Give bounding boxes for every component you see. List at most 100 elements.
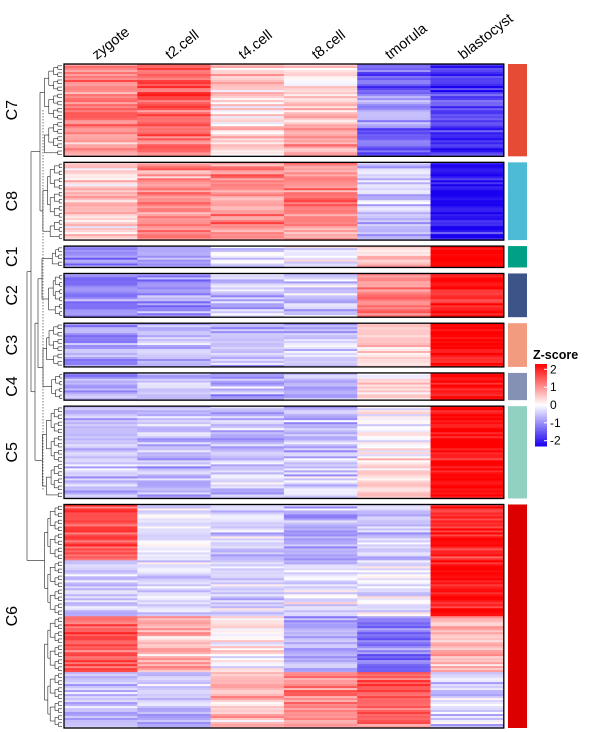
heatmap-cell bbox=[137, 196, 212, 199]
heatmap-cell bbox=[64, 329, 138, 332]
heatmap-cell bbox=[357, 584, 432, 587]
heatmap-cell bbox=[137, 170, 212, 173]
heatmap-cell bbox=[357, 104, 432, 107]
heatmap-cell bbox=[64, 341, 138, 344]
heatmap-cell bbox=[64, 102, 138, 105]
heatmap-cell bbox=[137, 504, 212, 508]
heatmap-cell bbox=[137, 406, 212, 409]
heatmap-cell bbox=[357, 684, 432, 687]
heatmap-cell bbox=[430, 620, 505, 623]
heatmap-cell bbox=[64, 726, 138, 729]
heatmap-cell bbox=[357, 335, 432, 338]
heatmap-cell bbox=[430, 362, 505, 366]
heatmap-cell bbox=[283, 536, 358, 539]
heatmap-cell bbox=[64, 688, 138, 691]
heatmap-cell bbox=[64, 164, 138, 167]
heatmap-cell bbox=[430, 622, 505, 625]
heatmap-cell bbox=[357, 214, 432, 217]
heatmap-cell bbox=[430, 656, 505, 659]
heatmap-cell bbox=[210, 70, 285, 73]
heatmap-cell bbox=[283, 468, 358, 471]
heatmap-cell bbox=[430, 594, 505, 597]
heatmap-cell bbox=[357, 228, 432, 231]
heatmap-cell bbox=[430, 108, 505, 111]
heatmap-cell bbox=[357, 482, 432, 486]
heatmap-cell bbox=[137, 236, 212, 239]
heatmap-cell bbox=[137, 622, 212, 625]
heatmap-cell bbox=[64, 686, 138, 689]
heatmap-cell bbox=[283, 120, 358, 123]
heatmap-cell bbox=[64, 610, 138, 613]
heatmap-cell bbox=[137, 494, 212, 498]
heatmap-cell bbox=[430, 249, 505, 253]
heatmap-cell bbox=[137, 339, 212, 342]
heatmap-cell bbox=[283, 560, 358, 563]
heatmap-cell bbox=[430, 128, 505, 131]
heatmap-cell bbox=[430, 172, 505, 175]
heatmap-cell bbox=[283, 410, 358, 413]
heatmap-cell bbox=[430, 230, 505, 233]
heatmap-cell bbox=[430, 406, 505, 409]
heatmap-cell bbox=[210, 714, 285, 717]
heatmap-cell bbox=[430, 80, 505, 83]
heatmap-cell bbox=[64, 526, 138, 530]
heatmap-cell bbox=[210, 496, 285, 500]
heatmap-cell bbox=[430, 192, 505, 195]
heatmap-cell bbox=[64, 92, 138, 95]
heatmap-cell bbox=[210, 236, 285, 239]
heatmap-cell bbox=[430, 246, 505, 249]
heatmap-cell bbox=[283, 530, 358, 534]
heatmap-cell bbox=[357, 152, 432, 155]
heatmap-cell bbox=[137, 356, 212, 360]
heatmap-cell bbox=[283, 315, 358, 318]
heatmap-cell bbox=[357, 496, 432, 500]
heatmap-cell bbox=[137, 462, 212, 465]
heatmap-cell bbox=[210, 706, 285, 709]
heatmap-cell bbox=[137, 108, 212, 111]
heatmap-cell bbox=[64, 255, 138, 259]
heatmap-cell bbox=[210, 341, 285, 344]
heatmap-cell bbox=[64, 580, 138, 583]
heatmap-cell bbox=[430, 212, 505, 215]
heatmap-cell bbox=[210, 560, 285, 563]
heatmap-cell bbox=[430, 574, 505, 577]
heatmap-cell bbox=[210, 110, 285, 113]
heatmap-cell bbox=[137, 84, 212, 87]
heatmap-cell bbox=[430, 275, 505, 279]
heatmap-cell bbox=[210, 716, 285, 719]
heatmap-cell bbox=[210, 558, 285, 561]
heatmap-cell bbox=[430, 126, 505, 129]
heatmap-cell bbox=[137, 638, 212, 641]
heatmap-cell bbox=[137, 538, 212, 541]
heatmap-cell bbox=[357, 396, 432, 399]
heatmap-cell bbox=[283, 263, 358, 267]
heatmap-cell bbox=[210, 291, 285, 294]
heatmap-cell bbox=[64, 144, 138, 147]
heatmap-cell bbox=[430, 295, 505, 298]
heatmap-cell bbox=[283, 538, 358, 541]
heatmap-cell bbox=[357, 210, 432, 213]
heatmap-cell bbox=[357, 190, 432, 193]
heatmap-cell bbox=[137, 186, 212, 189]
heatmap-cell bbox=[357, 590, 432, 593]
heatmap-cell bbox=[137, 440, 212, 443]
heatmap-cell bbox=[283, 414, 358, 417]
heatmap-cell bbox=[430, 100, 505, 103]
heatmap-cell bbox=[210, 648, 285, 651]
heatmap-cell bbox=[64, 331, 138, 334]
heatmap-cell bbox=[210, 724, 285, 727]
heatmap-cell bbox=[283, 704, 358, 707]
heatmap-cell bbox=[430, 478, 505, 482]
heatmap-cell bbox=[430, 112, 505, 115]
heatmap-cell bbox=[64, 285, 138, 288]
heatmap-cell bbox=[283, 291, 358, 294]
heatmap-cell bbox=[357, 412, 432, 415]
heatmap-cell bbox=[283, 668, 358, 671]
heatmap-cell bbox=[283, 434, 358, 437]
heatmap-cell bbox=[283, 68, 358, 71]
heatmap-cell bbox=[357, 504, 432, 508]
heatmap-cell bbox=[283, 92, 358, 95]
heatmap-cell bbox=[430, 444, 505, 447]
heatmap-cell bbox=[357, 568, 432, 571]
heatmap-cell bbox=[283, 277, 358, 281]
